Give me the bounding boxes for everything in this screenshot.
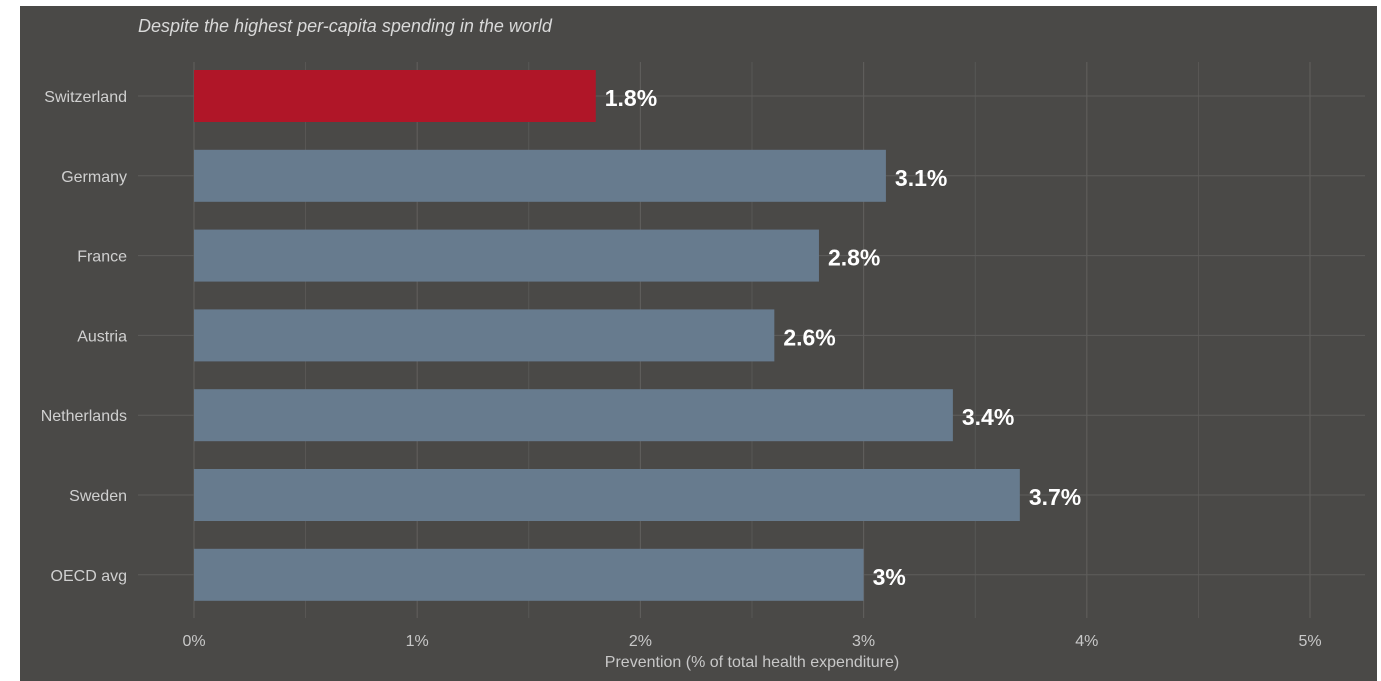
x-tick-label: 5% bbox=[1298, 633, 1321, 650]
x-tick-label: 4% bbox=[1075, 633, 1098, 650]
value-label: 2.8% bbox=[828, 245, 880, 271]
category-label: Sweden bbox=[69, 488, 127, 505]
bar-switzerland bbox=[194, 70, 596, 122]
bar-netherlands bbox=[194, 389, 953, 442]
x-tick-label: 1% bbox=[406, 633, 429, 650]
category-label: Austria bbox=[77, 328, 127, 345]
value-label: 3% bbox=[873, 564, 906, 590]
chart-subtitle: Despite the highest per-capita spending … bbox=[138, 16, 552, 36]
bar-austria bbox=[194, 309, 775, 362]
value-label: 3.1% bbox=[895, 165, 947, 191]
bar-germany bbox=[194, 149, 886, 202]
value-label: 2.6% bbox=[783, 324, 835, 350]
x-axis-label: Prevention (% of total health expenditur… bbox=[604, 654, 900, 671]
bar-oecd-avg bbox=[194, 548, 864, 601]
value-label: 1.8% bbox=[605, 85, 657, 111]
x-tick-label: 3% bbox=[852, 633, 875, 650]
category-label: Germany bbox=[61, 169, 127, 186]
value-label: 3.7% bbox=[1029, 484, 1081, 510]
category-label: OECD avg bbox=[51, 568, 127, 585]
category-label: Netherlands bbox=[41, 408, 127, 425]
x-tick-label: 0% bbox=[182, 633, 205, 650]
category-label: Switzerland bbox=[44, 89, 127, 106]
value-label: 3.4% bbox=[962, 404, 1014, 430]
bar-france bbox=[194, 229, 819, 282]
category-label: France bbox=[77, 249, 127, 266]
bar-sweden bbox=[194, 469, 1020, 521]
x-tick-label: 2% bbox=[629, 633, 652, 650]
